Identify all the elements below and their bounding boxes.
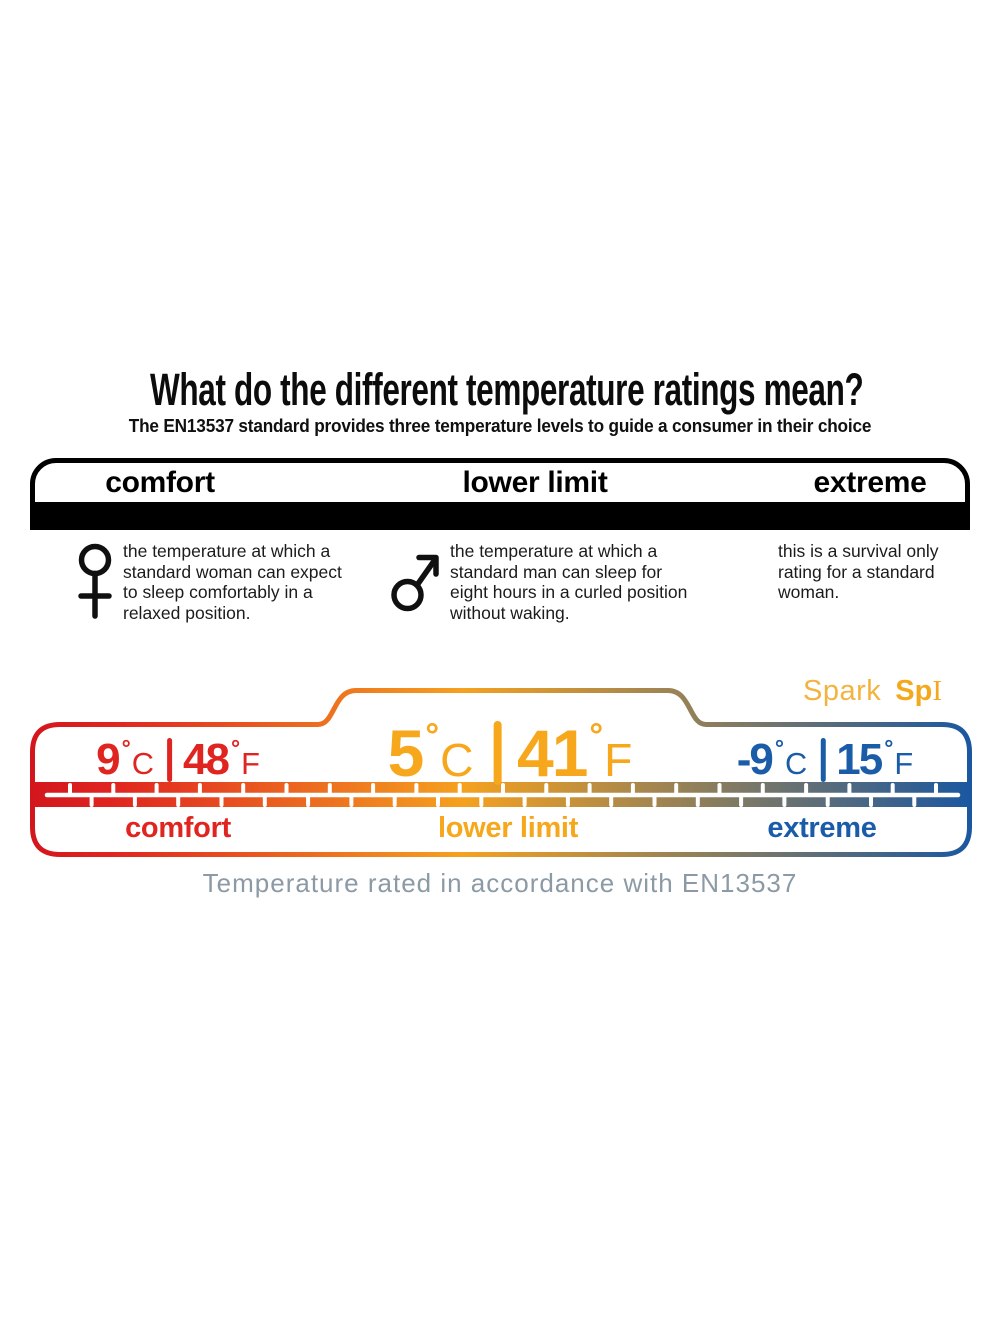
lower-limit-celsius-value: 5	[387, 716, 425, 790]
footnote: Temperature rated in accordance with EN1…	[202, 868, 798, 898]
zone-label-lower-limit: lower limit	[437, 812, 579, 844]
page-subtitle: The EN13537 standard provides three temp…	[128, 415, 872, 436]
comfort-temperature: 9 ° C 48 ° F	[96, 735, 260, 784]
thermometer-graphic: 9 ° C 48 ° F 5 ° C 41 ° F -9 ° C 15 ° F comfort lowe…	[30, 670, 972, 870]
degree-symbol: °	[774, 735, 785, 761]
fahrenheit-unit: F	[241, 746, 260, 781]
comfort-celsius-value: 9	[96, 735, 121, 784]
degree-symbol: °	[884, 735, 894, 761]
female-icon	[77, 543, 113, 619]
zone-label-comfort: comfort	[125, 812, 231, 844]
brand-model-bold: Sp	[895, 675, 933, 707]
temperature-divider	[167, 738, 173, 782]
comfort-description: the temperature at which a standard woma…	[123, 541, 342, 623]
celsius-unit: C	[785, 746, 808, 781]
thermometer-svg	[30, 688, 972, 857]
extreme-temperature: -9 ° C 15 ° F	[736, 735, 914, 784]
thermometer-outline	[30, 688, 972, 857]
temperature-divider	[820, 738, 826, 782]
temperature-divider	[493, 720, 502, 786]
fahrenheit-unit: F	[894, 746, 914, 781]
degree-symbol: °	[230, 735, 241, 761]
degree-symbol: °	[121, 735, 131, 761]
extreme-celsius-value: -9	[736, 735, 774, 784]
comfort-fahrenheit-value: 48	[182, 735, 230, 784]
zone-label-extreme: extreme	[767, 812, 877, 844]
extreme-fahrenheit-value: 15	[836, 735, 883, 784]
male-icon	[390, 551, 440, 613]
header-divider-bar	[30, 507, 970, 530]
brand-logo: Spark SpI	[30, 676, 942, 706]
thermometer-ruler	[44, 783, 961, 807]
header-label-lower-limit: lower limit	[462, 466, 608, 499]
header-label-extreme: extreme	[813, 466, 927, 499]
lower-limit-description: the temperature at which a standard man …	[450, 541, 688, 623]
lower-limit-fahrenheit-value: 41	[516, 716, 588, 790]
ratings-header: comfort lower limit extreme	[30, 458, 970, 507]
lower-limit-temperature: 5 ° C 41 ° F	[387, 716, 633, 790]
extreme-description: this is a survival only rating for a sta…	[778, 541, 939, 602]
celsius-unit: C	[131, 746, 154, 781]
page-title: What do the different temperature rating…	[150, 364, 864, 415]
brand-model-serif: I	[932, 675, 942, 707]
degree-symbol: °	[425, 717, 440, 755]
celsius-unit: C	[440, 734, 474, 786]
header-label-comfort: comfort	[105, 466, 215, 499]
degree-symbol: °	[589, 717, 604, 755]
fahrenheit-unit: F	[604, 734, 633, 786]
brand-name: Spark	[803, 675, 882, 707]
